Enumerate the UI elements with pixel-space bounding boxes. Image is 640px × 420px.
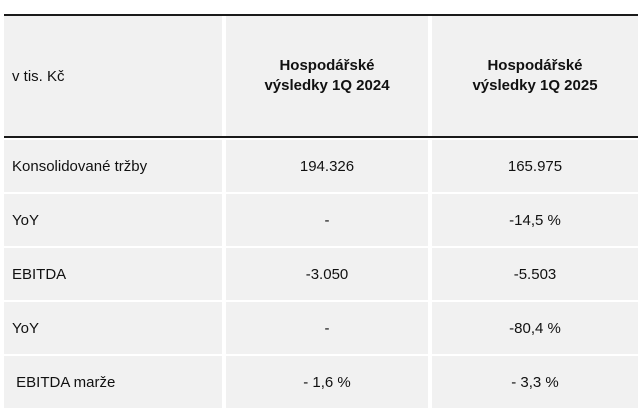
table-row: EBITDA -3.050 -5.503 xyxy=(4,246,638,300)
unit-label: v tis. Kč xyxy=(4,16,222,136)
value-1q-2024: 194.326 xyxy=(226,140,428,192)
column-header-line2: výsledky 1Q 2025 xyxy=(472,77,598,94)
row-label: EBITDA xyxy=(4,248,222,300)
value-1q-2024: -3.050 xyxy=(226,248,428,300)
row-label: Konsolidované tržby xyxy=(4,140,222,192)
table-row: YoY - -14,5 % xyxy=(4,192,638,246)
value-1q-2025: 165.975 xyxy=(432,140,638,192)
table-row: YoY - -80,4 % xyxy=(4,300,638,354)
column-header-1q-2024: Hospodářské výsledky 1Q 2024 xyxy=(226,16,428,136)
value-1q-2025: - 3,3 % xyxy=(432,356,638,408)
table-header-row: v tis. Kč Hospodářské výsledky 1Q 2024 H… xyxy=(4,16,638,136)
value-1q-2025: -5.503 xyxy=(432,248,638,300)
top-rule xyxy=(4,14,638,16)
value-1q-2024: - xyxy=(226,302,428,354)
value-1q-2024: - xyxy=(226,194,428,246)
value-1q-2025: -14,5 % xyxy=(432,194,638,246)
column-header-1q-2025: Hospodářské výsledky 1Q 2025 xyxy=(432,16,638,136)
row-label: YoY xyxy=(4,302,222,354)
column-header-line1: Hospodářské xyxy=(487,57,583,74)
row-label: YoY xyxy=(4,194,222,246)
column-header-line2: výsledky 1Q 2024 xyxy=(264,77,390,94)
financial-results-table: v tis. Kč Hospodářské výsledky 1Q 2024 H… xyxy=(4,14,638,408)
table-row: EBITDA marže - 1,6 % - 3,3 % xyxy=(4,354,638,408)
table-row: Konsolidované tržby 194.326 165.975 xyxy=(4,138,638,192)
value-1q-2024: - 1,6 % xyxy=(226,356,428,408)
header-rule xyxy=(4,136,638,138)
column-header-line1: Hospodářské xyxy=(279,57,375,74)
value-1q-2025: -80,4 % xyxy=(432,302,638,354)
row-label: EBITDA marže xyxy=(4,356,222,408)
